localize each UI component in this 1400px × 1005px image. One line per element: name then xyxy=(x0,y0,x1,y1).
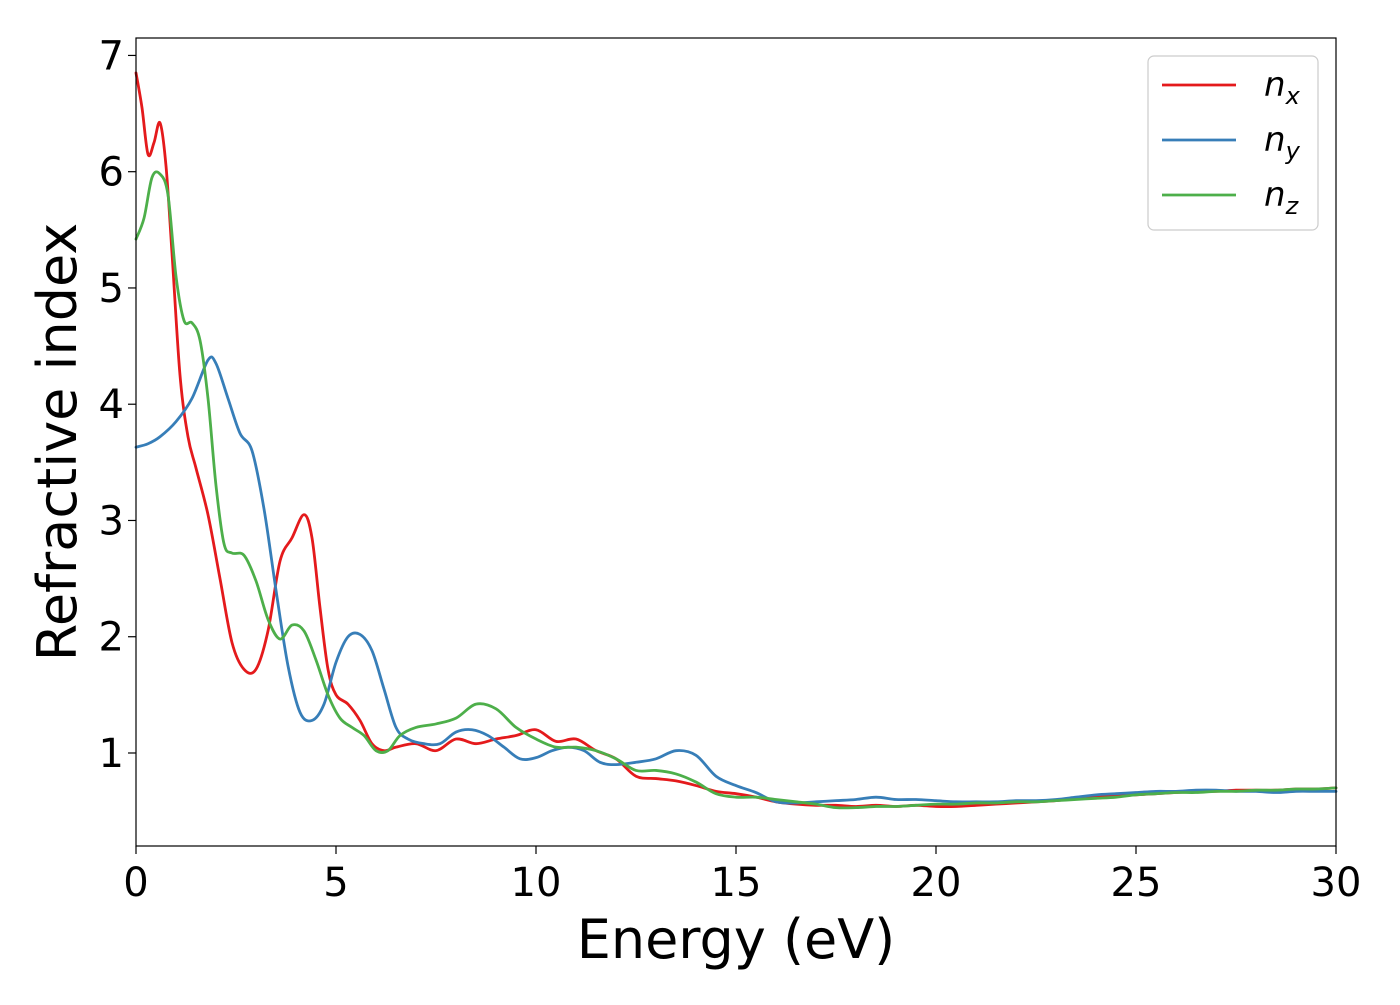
y-axis-ticks: 1 2 3 4 5 6 7 xyxy=(99,33,136,777)
x-tick-label: 30 xyxy=(1311,860,1362,906)
legend-box xyxy=(1147,55,1319,231)
series-line-z xyxy=(134,170,1338,810)
series-layer xyxy=(134,71,1338,810)
y-axis-label: Refractive index xyxy=(26,223,89,662)
y-tick-label: 4 xyxy=(99,382,124,428)
x-tick-label: 15 xyxy=(711,860,762,906)
x-axis-label: Energy (eV) xyxy=(577,908,896,971)
y-tick-label: 3 xyxy=(99,498,124,544)
x-tick-label: 25 xyxy=(1111,860,1162,906)
y-tick-label: 1 xyxy=(99,731,124,777)
x-tick-label: 0 xyxy=(123,860,148,906)
x-tick-label: 20 xyxy=(911,860,962,906)
legend-label-y: ny xyxy=(1264,120,1301,165)
y-tick-label: 5 xyxy=(99,266,124,312)
x-tick-label: 10 xyxy=(511,860,562,906)
x-tick-label: 5 xyxy=(323,860,348,906)
legend-label-x: nx xyxy=(1264,65,1301,110)
y-tick-label: 2 xyxy=(99,615,124,661)
x-axis-ticks: 0 5 10 15 20 25 30 xyxy=(123,846,1361,906)
y-tick-label: 6 xyxy=(99,150,124,196)
legend: nx ny nz xyxy=(1147,55,1319,231)
series-line-y xyxy=(134,355,1338,805)
legend-label-z: nz xyxy=(1264,175,1300,220)
y-tick-label: 7 xyxy=(99,33,124,79)
